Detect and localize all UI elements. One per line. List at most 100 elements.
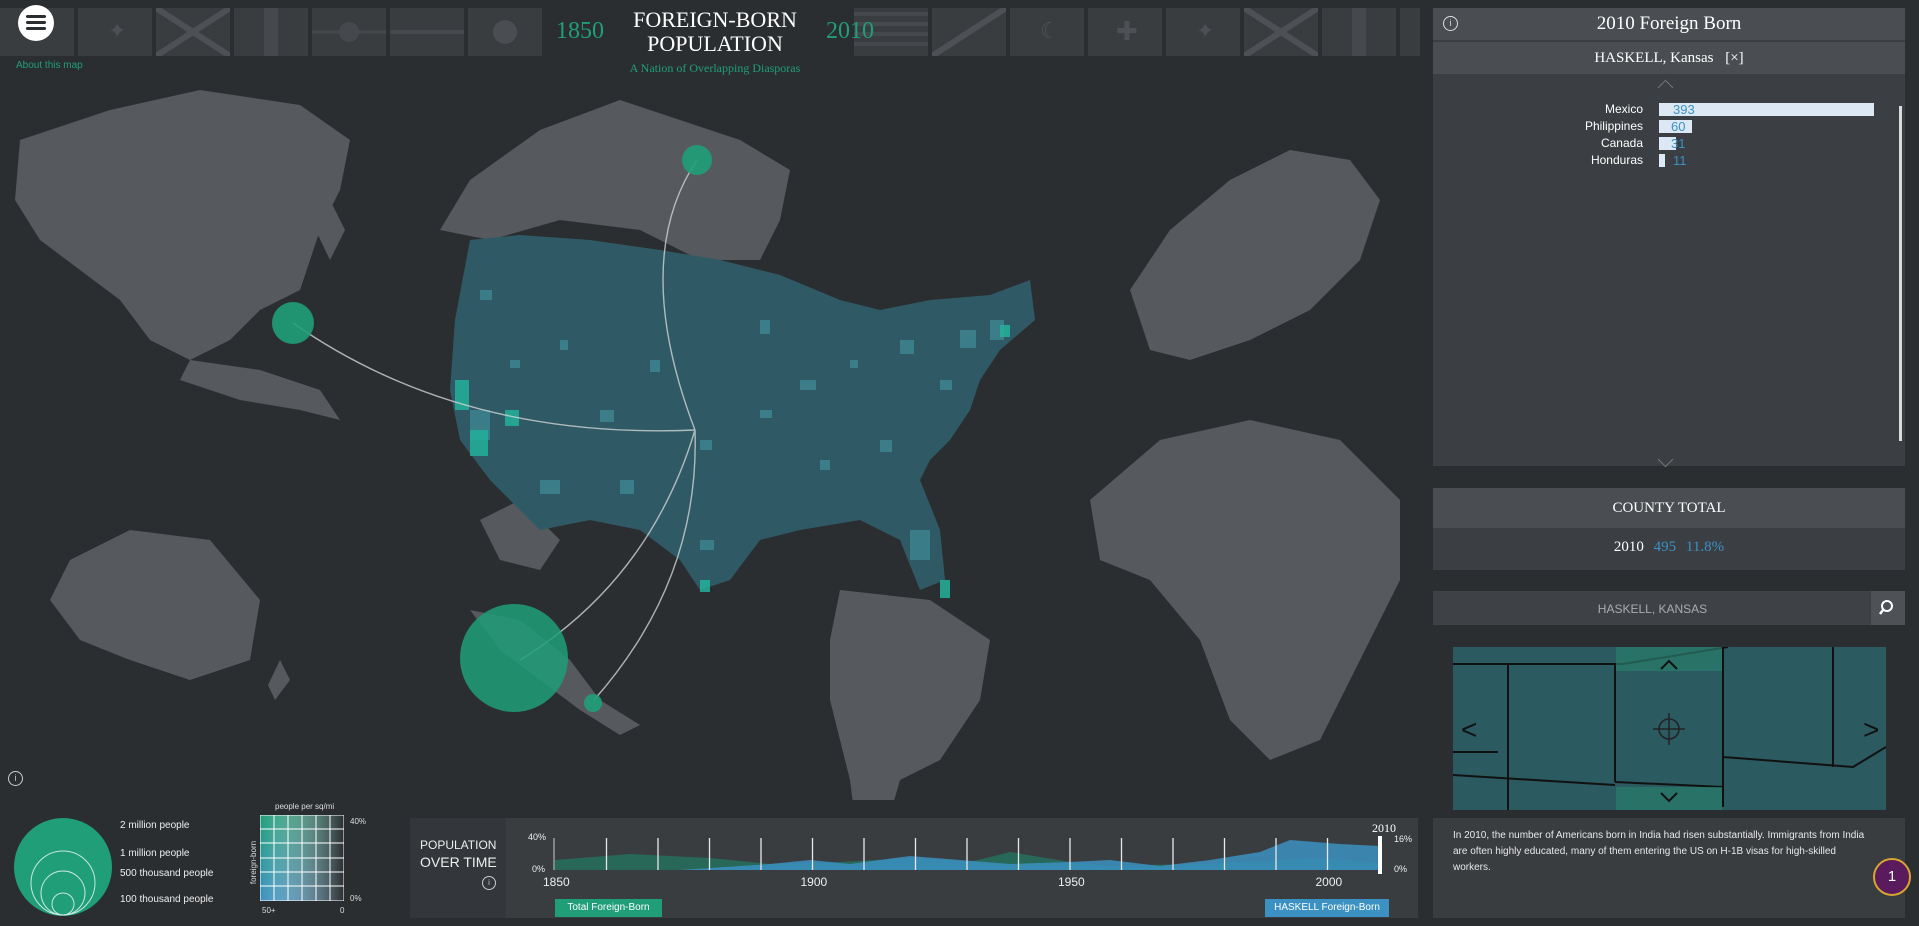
story-page-badge[interactable]: 1: [1873, 858, 1911, 896]
legend-label-100k: 100 thousand people: [120, 894, 214, 905]
year-start: 1850: [556, 18, 604, 44]
county-locator-map[interactable]: < >: [1453, 647, 1886, 810]
africa-landmass: [1090, 420, 1400, 760]
flag-item[interactable]: [1244, 8, 1318, 56]
alaska-landmass: [480, 500, 560, 570]
world-map[interactable]: [0, 60, 1418, 800]
selected-county-marker: [1616, 647, 1722, 671]
year-end: 2010: [826, 18, 874, 44]
grid-legend-y-label: foreign-born: [249, 840, 259, 885]
flag-item[interactable]: [1400, 8, 1420, 56]
pot-label-box: POPULATION OVER TIME i: [410, 818, 506, 918]
flag-item[interactable]: [468, 8, 542, 56]
scrollbar[interactable]: [1899, 106, 1902, 441]
menu-button[interactable]: [18, 5, 54, 41]
scroll-down-icon[interactable]: [1657, 451, 1674, 468]
county-name: HASKELL, Kansas: [1594, 50, 1714, 66]
indonesia-landmass: [180, 360, 340, 420]
australia-landmass: [50, 530, 260, 680]
origin-circle-honduras: [584, 694, 602, 712]
foreign-born-panel: i 2010 Foreign Born HASKELL, Kansas [×] …: [1433, 8, 1905, 468]
pot-label-line-2: OVER TIME: [420, 854, 497, 870]
usa-county-speckle: [470, 290, 1004, 560]
total-foreign-born-button[interactable]: Total Foreign-Born: [555, 899, 662, 917]
county-total-values: 2010 495 11.8%: [1433, 528, 1905, 566]
flag-item[interactable]: [156, 8, 230, 56]
x-tick-label: 1850: [543, 875, 570, 889]
europe-landmass: [1130, 150, 1380, 360]
origin-circle-mexico: [460, 604, 568, 712]
country-value: 11: [1673, 153, 1687, 168]
nav-down-icon: [1660, 792, 1678, 803]
timeline-chart[interactable]: [510, 818, 1415, 898]
county-total-panel: COUNTY TOTAL 2010 495 11.8%: [1433, 488, 1905, 570]
description-panel: In 2010, the number of Americans born in…: [1433, 818, 1911, 918]
y-bottom-label: 0%: [532, 864, 546, 874]
flag-strip: ✦ ☾ ✚ ✦: [0, 8, 1420, 56]
population-over-time-panel: POPULATION OVER TIME i 40% 0% 16% 0% 201…: [410, 818, 1418, 918]
nav-up-icon: [1660, 659, 1678, 670]
info-icon[interactable]: i: [1443, 16, 1458, 31]
title-line-2: POPULATION: [647, 31, 783, 56]
county-search-input[interactable]: [1433, 591, 1872, 627]
country-label: Honduras: [1590, 153, 1643, 167]
legend-label-1m: 1 million people: [120, 848, 190, 859]
flag-item[interactable]: ☾: [1010, 8, 1084, 56]
country-bar: [1659, 120, 1692, 133]
country-value: 60: [1671, 119, 1686, 134]
country-bar-row[interactable]: Mexico 393: [1433, 102, 1905, 117]
crosshair-icon: [1653, 713, 1685, 745]
size-legend: [14, 818, 112, 916]
page-subtitle: A Nation of Overlapping Diasporas: [629, 61, 801, 75]
flag-item[interactable]: [234, 8, 308, 56]
search-button[interactable]: [1871, 591, 1905, 625]
canada-landmass: [440, 100, 790, 260]
origin-circle-canada: [682, 145, 712, 175]
country-bar-row[interactable]: Philippines 60: [1433, 119, 1905, 134]
county-search: [1433, 591, 1905, 627]
country-label: Canada: [1600, 136, 1643, 150]
nav-left-icon: <: [1461, 714, 1477, 745]
flag-item[interactable]: [312, 8, 386, 56]
country-value: 393: [1673, 102, 1695, 117]
country-bar-row[interactable]: Canada 31: [1433, 136, 1905, 151]
flag-item[interactable]: [390, 8, 464, 56]
panel-header: i 2010 Foreign Born: [1433, 8, 1905, 40]
search-icon: [1879, 600, 1893, 615]
country-bar-list: Mexico 393 Philippines 60 Canada 31 Honduras 11: [1433, 102, 1905, 402]
scroll-up-icon[interactable]: [1657, 79, 1674, 96]
country-label: Philippines: [1584, 119, 1643, 133]
country-bar: [1659, 103, 1874, 116]
origin-circle-philippines: [272, 302, 314, 344]
county-foreign-born-area: [680, 840, 1380, 870]
grid-legend-title: people per sq/mi: [275, 802, 335, 811]
x-tick-label: 2000: [1315, 875, 1343, 889]
flag-item[interactable]: [1322, 8, 1396, 56]
panel-title: 2010 Foreign Born: [1596, 13, 1742, 34]
country-bar: [1659, 137, 1676, 150]
usa-choropleth: [450, 235, 1035, 590]
page-title: FOREIGN-BORN POPULATION: [610, 8, 820, 56]
current-year-label: 2010: [1372, 821, 1396, 835]
japan-landmass: [318, 200, 345, 260]
flag-item[interactable]: ✦: [78, 8, 152, 56]
grid-legend-top-right: 40%: [350, 817, 367, 826]
bivariate-grid-legend: [260, 815, 344, 901]
country-value: 31: [1671, 136, 1686, 151]
close-county-button[interactable]: [×]: [1725, 50, 1744, 66]
county-foreign-born-button[interactable]: HASKELL Foreign-Born: [1265, 899, 1389, 917]
pot-info-icon[interactable]: i: [482, 876, 496, 890]
flag-item[interactable]: ✦: [1166, 8, 1240, 56]
country-bar-row[interactable]: Honduras 11: [1433, 153, 1905, 168]
asia-landmass: [15, 90, 350, 360]
flag-item[interactable]: ✚: [1088, 8, 1162, 56]
flag-item[interactable]: [932, 8, 1006, 56]
legend-label-2m: 2 million people: [120, 820, 190, 831]
flag-item[interactable]: [854, 8, 928, 56]
map-info-icon[interactable]: i: [8, 771, 23, 786]
county-total-heading: COUNTY TOTAL: [1433, 488, 1905, 528]
country-label: Mexico: [1604, 102, 1643, 116]
about-map-link[interactable]: About this map: [16, 60, 83, 71]
grid-legend-bottom-mid: 0: [340, 906, 345, 915]
current-year-slider: [1378, 836, 1382, 874]
